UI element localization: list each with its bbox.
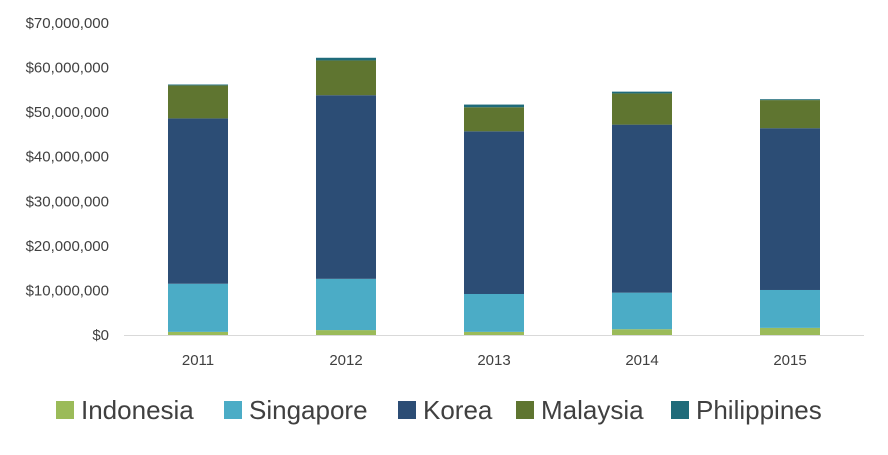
x-tick-label: 2013 xyxy=(477,352,510,369)
bar-segment-indonesia-2014 xyxy=(612,329,672,335)
bar-segment-korea-2015 xyxy=(760,128,820,290)
y-tick-label: $40,000,000 xyxy=(26,149,109,166)
legend-item-singapore: Singapore xyxy=(224,395,368,425)
legend-item-korea: Korea xyxy=(398,395,493,425)
bar-segment-malaysia-2011 xyxy=(168,85,228,119)
bar-segment-philippines-2013 xyxy=(464,104,524,108)
bar-segment-singapore-2011 xyxy=(168,283,228,332)
bars xyxy=(168,57,820,335)
y-tick-label: $30,000,000 xyxy=(26,193,109,210)
legend-swatch xyxy=(224,401,242,419)
bar-segment-korea-2012 xyxy=(316,95,376,279)
y-tick-label: $70,000,000 xyxy=(26,15,109,32)
bar-segment-singapore-2015 xyxy=(760,289,820,328)
legend-swatch xyxy=(398,401,416,419)
bar-segment-singapore-2013 xyxy=(464,293,524,332)
bar-segment-malaysia-2012 xyxy=(316,60,376,96)
x-tick-label: 2014 xyxy=(625,352,658,369)
legend-label: Singapore xyxy=(249,395,368,425)
bar-segment-indonesia-2011 xyxy=(168,331,228,335)
legend-label: Korea xyxy=(423,395,493,425)
x-axis-ticks: 2011 2012 2013 2014 2015 xyxy=(182,352,807,369)
legend-item-philippines: Philippines xyxy=(671,395,822,425)
bar-segment-malaysia-2015 xyxy=(760,100,820,129)
y-tick-label: $20,000,000 xyxy=(26,238,109,255)
legend-label: Philippines xyxy=(696,395,822,425)
y-tick-label: $50,000,000 xyxy=(26,104,109,121)
bar-segment-indonesia-2015 xyxy=(760,327,820,335)
y-tick-label: $60,000,000 xyxy=(26,60,109,77)
bar-segment-singapore-2012 xyxy=(316,278,376,331)
legend: Indonesia Singapore Korea Malaysia Philippin… xyxy=(56,395,822,425)
bar-segment-singapore-2014 xyxy=(612,292,672,330)
y-tick-label: $10,000,000 xyxy=(26,282,109,299)
bar-segment-korea-2014 xyxy=(612,124,672,293)
legend-item-indonesia: Indonesia xyxy=(56,395,194,425)
bar-segment-indonesia-2012 xyxy=(316,330,376,335)
legend-swatch xyxy=(516,401,534,419)
legend-swatch xyxy=(56,401,74,419)
bar-segment-philippines-2014 xyxy=(612,91,672,94)
bar-segment-philippines-2015 xyxy=(760,99,820,101)
y-axis-ticks: $0 $10,000,000 $20,000,000 $30,000,000 $40,0… xyxy=(26,15,109,344)
bar-segment-malaysia-2014 xyxy=(612,93,672,125)
bar-segment-indonesia-2013 xyxy=(464,331,524,335)
x-tick-label: 2012 xyxy=(329,352,362,369)
bar-segment-malaysia-2013 xyxy=(464,107,524,132)
x-tick-label: 2011 xyxy=(182,352,214,369)
bar-segment-philippines-2011 xyxy=(168,84,228,86)
x-tick-label: 2015 xyxy=(773,352,806,369)
legend-item-malaysia: Malaysia xyxy=(516,395,644,425)
bar-segment-korea-2013 xyxy=(464,131,524,294)
bar-segment-korea-2011 xyxy=(168,118,228,284)
bar-segment-philippines-2012 xyxy=(316,57,376,61)
legend-swatch xyxy=(671,401,689,419)
legend-label: Malaysia xyxy=(541,395,644,425)
y-tick-label: $0 xyxy=(92,327,109,344)
legend-label: Indonesia xyxy=(81,395,194,425)
